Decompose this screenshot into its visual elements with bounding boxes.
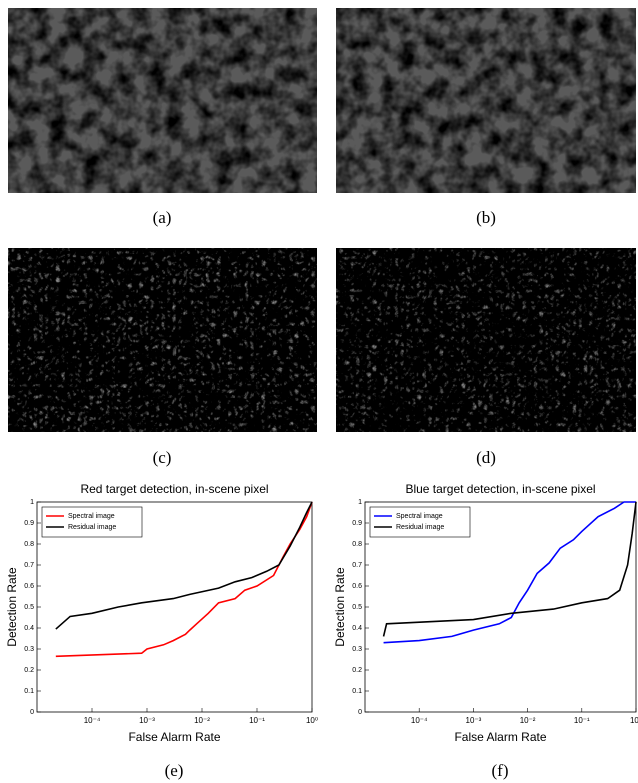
x-tick-label: 10⁻¹ — [574, 716, 590, 725]
y-tick-label: 1 — [358, 499, 362, 506]
y-tick-label: 0.3 — [24, 646, 34, 653]
caption: (a) — [153, 208, 172, 227]
legend-label: Residual image — [68, 524, 116, 531]
y-axis-label: Detection Rate — [333, 567, 347, 647]
x-tick-label: 10⁻¹ — [249, 716, 265, 725]
legend-box — [41, 506, 143, 538]
image-a — [8, 8, 317, 193]
x-tick-label: 10⁻⁴ — [411, 716, 428, 725]
y-tick-label: 0.6 — [24, 583, 34, 590]
series-line — [383, 501, 636, 644]
y-tick-label: 0.2 — [352, 667, 362, 674]
caption: (d) — [476, 448, 496, 467]
x-axis-label: False Alarm Rate — [128, 730, 220, 744]
x-tick-label: 10⁻² — [194, 716, 210, 725]
legend-box — [369, 506, 471, 538]
legend-label: Spectral image — [396, 513, 443, 520]
y-axis-label: Detection Rate — [5, 567, 19, 647]
x-tick-label: 10⁰ — [630, 716, 638, 725]
caption: (b) — [476, 208, 496, 227]
image-c — [8, 248, 317, 432]
x-tick-label: 10⁻³ — [139, 716, 155, 725]
chart-title: Blue target detection, in-scene pixel — [405, 482, 595, 496]
series-line — [55, 501, 313, 658]
caption: (e) — [165, 761, 184, 780]
y-tick-label: 0.4 — [24, 625, 34, 632]
y-tick-label: 0 — [30, 709, 34, 716]
y-tick-label: 0.1 — [24, 688, 34, 695]
chart-title: Red target detection, in-scene pixel — [80, 482, 268, 496]
y-tick-label: 0.4 — [352, 625, 362, 632]
y-tick-label: 0.2 — [24, 667, 34, 674]
image-d — [336, 248, 636, 432]
y-tick-label: 0.7 — [24, 562, 34, 569]
y-tick-label: 0.8 — [352, 541, 362, 548]
y-tick-label: 0.1 — [352, 688, 362, 695]
caption: (f) — [492, 761, 509, 780]
x-axis-label: False Alarm Rate — [454, 730, 546, 744]
y-tick-label: 0.6 — [352, 583, 362, 590]
legend-label: Spectral image — [68, 513, 115, 520]
x-tick-label: 10⁻⁴ — [84, 716, 101, 725]
x-tick-label: 10⁻² — [520, 716, 536, 725]
legend-label: Residual image — [396, 524, 444, 531]
y-tick-label: 1 — [30, 499, 34, 506]
y-tick-label: 0.3 — [352, 646, 362, 653]
series-line — [55, 501, 313, 630]
y-tick-label: 0 — [358, 709, 362, 716]
x-tick-label: 10⁰ — [306, 716, 318, 725]
image-b — [336, 8, 636, 193]
x-tick-label: 10⁻³ — [466, 716, 482, 725]
y-tick-label: 0.9 — [352, 520, 362, 527]
y-tick-label: 0.5 — [352, 604, 362, 611]
y-tick-label: 0.7 — [352, 562, 362, 569]
y-tick-label: 0.8 — [24, 541, 34, 548]
y-tick-label: 0.9 — [24, 520, 34, 527]
series-line — [382, 501, 637, 637]
y-tick-label: 0.5 — [24, 604, 34, 611]
caption: (c) — [153, 448, 172, 467]
